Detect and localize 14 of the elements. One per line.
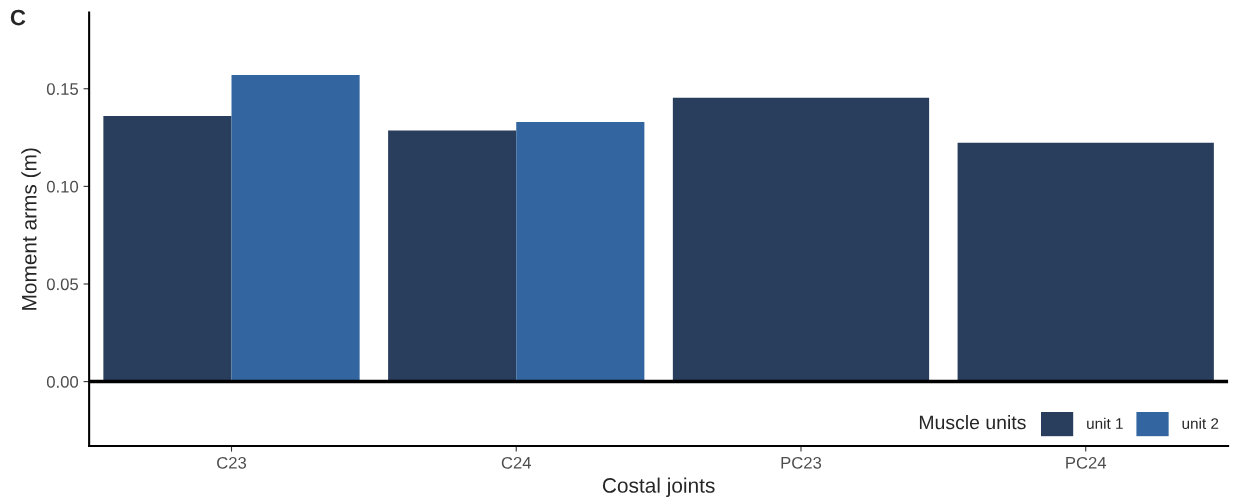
legend-title: Muscle units <box>919 415 1026 430</box>
x-tick-label: PC23 <box>781 456 822 469</box>
legend-label: unit 1 <box>1087 417 1123 429</box>
y-tick-label: 0.10 <box>46 180 79 193</box>
x-tick-label: C24 <box>501 456 532 469</box>
text: C <box>10 9 26 26</box>
y-tick-label: 0.15 <box>46 83 79 95</box>
x-axis-title: Costal joints <box>602 477 715 497</box>
y-axis-title: Moment arms (m) <box>21 148 41 310</box>
y-tick-label: 0.00 <box>46 376 79 388</box>
legend-label: unit 2 <box>1182 417 1219 429</box>
y-tick-label: 0.05 <box>46 278 79 291</box>
x-tick-label: C23 <box>217 456 247 469</box>
x-tick-label: PC24 <box>1066 456 1107 469</box>
